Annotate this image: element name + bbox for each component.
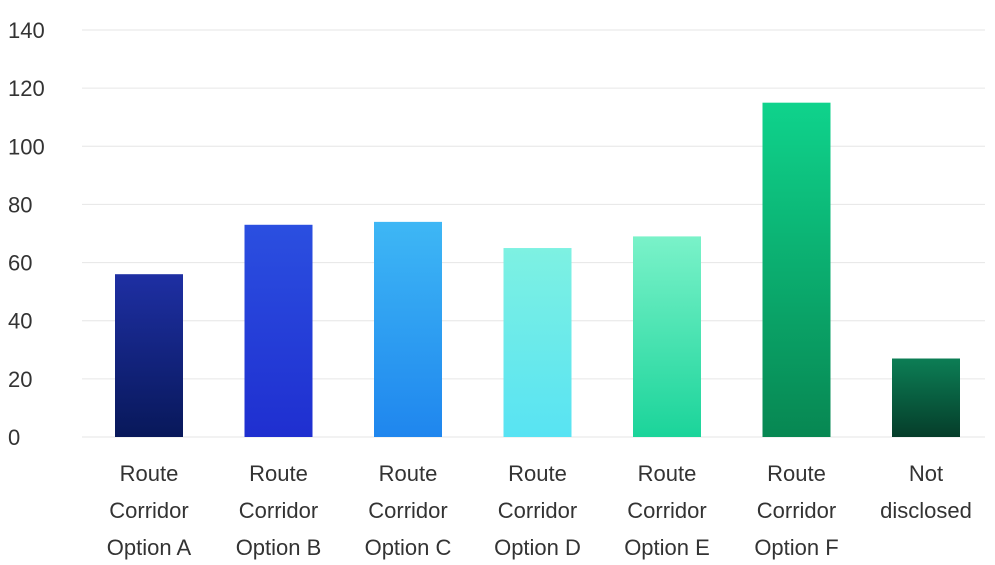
x-category-label: Route Corridor Option E — [624, 461, 710, 560]
bar — [892, 358, 960, 437]
x-category-label-line: Corridor — [498, 498, 577, 523]
bar — [762, 102, 831, 437]
y-tick-label: 20 — [8, 367, 32, 392]
bar — [115, 274, 183, 437]
x-category-label-line: Option D — [494, 535, 581, 560]
x-category-label-line: Corridor — [239, 498, 318, 523]
bar — [633, 236, 701, 437]
x-category-label-line: Route — [767, 461, 826, 486]
y-tick-label: 80 — [8, 192, 32, 217]
x-category-label: Route Corridor Option C — [365, 461, 452, 560]
x-category-label-line: Not — [909, 461, 943, 486]
y-tick-label: 60 — [8, 251, 32, 276]
x-axis-labels: Route Corridor Option A Route Corridor Option… — [107, 461, 972, 560]
x-category-label-line: Option A — [107, 535, 192, 560]
x-category-label: Route Corridor Option F — [754, 461, 838, 560]
y-tick-label: 40 — [8, 309, 32, 334]
x-category-label-line: Route — [120, 461, 179, 486]
y-axis-ticks: 0 20 40 60 80 100 120 140 — [8, 18, 45, 450]
x-category-label-line: Corridor — [757, 498, 836, 523]
x-category-label-line: Option C — [365, 535, 452, 560]
y-tick-label: 0 — [8, 425, 20, 450]
x-category-label-line: Corridor — [109, 498, 188, 523]
x-category-label-line: Route — [249, 461, 308, 486]
x-category-label: Route Corridor Option D — [494, 461, 581, 560]
x-category-label-line: disclosed — [880, 498, 972, 523]
bar — [503, 248, 572, 437]
x-category-label-line: Option F — [754, 535, 838, 560]
x-category-label-line: Corridor — [368, 498, 447, 523]
x-category-label-line: Route — [379, 461, 438, 486]
x-category-label: Route Corridor Option B — [236, 461, 322, 560]
x-category-label-line: Route — [508, 461, 567, 486]
x-category-label: Not disclosed — [880, 461, 972, 523]
bar — [244, 224, 313, 437]
y-tick-label: 100 — [8, 134, 45, 159]
y-tick-label: 140 — [8, 18, 45, 43]
x-category-label-line: Corridor — [627, 498, 706, 523]
bars — [115, 102, 960, 437]
x-category-label-line: Option E — [624, 535, 710, 560]
bar — [374, 221, 442, 437]
x-category-label: Route Corridor Option A — [107, 461, 192, 560]
x-category-label-line: Route — [638, 461, 697, 486]
y-tick-label: 120 — [8, 76, 45, 101]
x-category-label-line: Option B — [236, 535, 322, 560]
